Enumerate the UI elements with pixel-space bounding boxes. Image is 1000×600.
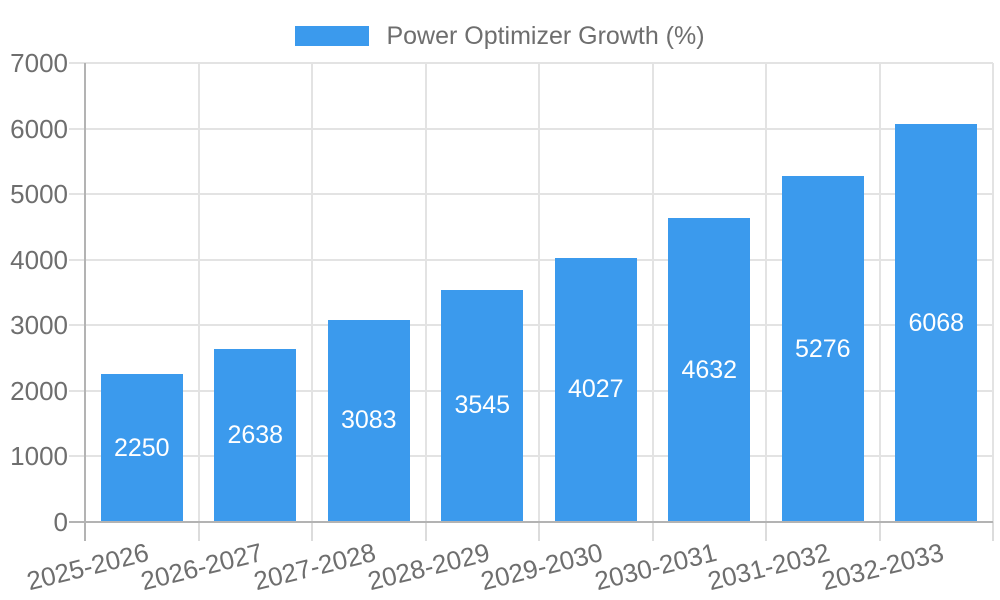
legend-swatch — [295, 26, 370, 46]
x-tick-mark — [424, 522, 427, 541]
gridline-vertical — [424, 63, 427, 522]
x-tick-label: 2027-2028 — [251, 537, 380, 597]
gridline-vertical — [765, 63, 767, 522]
bar[interactable]: 2638 — [214, 349, 297, 522]
y-tick-label: 2000 — [10, 375, 68, 406]
gridline-horizontal — [69, 389, 993, 392]
x-tick-label: 2031-2032 — [705, 537, 834, 597]
legend-label: Power Optimizer Growth (%) — [386, 22, 705, 50]
y-tick-label: 7000 — [10, 48, 68, 78]
bar-value-label: 3545 — [454, 391, 511, 420]
x-tick-mark — [878, 522, 881, 541]
bar[interactable]: 3545 — [441, 289, 524, 522]
x-tick-mark — [538, 522, 540, 541]
bar-value-label: 3083 — [340, 406, 397, 435]
gridline-vertical — [197, 63, 200, 522]
x-axis-line — [69, 521, 993, 523]
bar-value-label: 4632 — [681, 355, 738, 384]
gridline-vertical — [311, 63, 313, 522]
x-tick-label: 2029-2030 — [478, 537, 607, 597]
x-tick-mark — [765, 522, 767, 541]
bar[interactable]: 3083 — [327, 319, 410, 522]
x-tick-label: 2030-2031 — [591, 537, 720, 597]
y-tick-label: 5000 — [10, 179, 68, 210]
x-tick-mark — [311, 522, 313, 541]
gridline-vertical — [538, 63, 540, 522]
gridline-vertical — [878, 63, 881, 522]
y-axis-line — [84, 63, 86, 541]
bar[interactable]: 5276 — [781, 176, 864, 522]
bar-value-label: 5276 — [794, 334, 851, 363]
bar[interactable]: 6068 — [895, 124, 978, 522]
chart-legend[interactable]: Power Optimizer Growth (%) — [0, 22, 1000, 50]
bar-value-label: 2250 — [113, 433, 170, 462]
bar[interactable]: 2250 — [100, 374, 183, 522]
y-tick-label: 6000 — [10, 113, 68, 144]
x-tick-mark — [197, 522, 200, 541]
bar-value-label: 2638 — [227, 421, 284, 449]
gridline-horizontal — [69, 324, 993, 327]
bar-value-label: 4027 — [567, 375, 624, 404]
gridline-horizontal — [69, 193, 993, 196]
bar[interactable]: 4632 — [668, 218, 751, 522]
x-tick-mark — [651, 522, 654, 541]
x-tick-label: 2028-2029 — [364, 537, 493, 597]
gridline-horizontal — [69, 455, 993, 458]
gridline-vertical — [992, 63, 994, 522]
bar-value-label: 6068 — [908, 308, 965, 337]
gridline-horizontal — [69, 127, 993, 130]
gridline-vertical — [651, 63, 654, 522]
gridline-horizontal — [69, 62, 993, 64]
x-tick-mark — [992, 522, 994, 541]
y-tick-label: 3000 — [10, 310, 68, 341]
bar[interactable]: 4027 — [554, 257, 637, 522]
x-tick-label: 2026-2027 — [137, 537, 266, 597]
x-tick-label: 2025-2026 — [24, 537, 153, 597]
y-tick-label: 4000 — [10, 244, 68, 275]
plot-area: 2250 2638 3083 3545 4027 4632 5276 6068 — [69, 62, 994, 541]
gridline-horizontal — [69, 258, 993, 261]
y-tick-label: 1000 — [10, 441, 68, 472]
y-tick-label: 0 — [53, 507, 68, 537]
x-tick-label: 2032-2033 — [818, 537, 947, 597]
